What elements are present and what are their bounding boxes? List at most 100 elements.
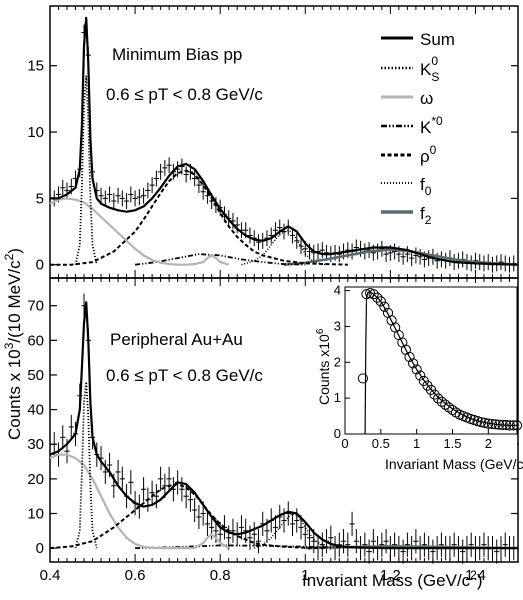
data-point (392, 532, 398, 557)
curve-kstar (134, 253, 306, 266)
data-point (166, 157, 172, 174)
data-point (196, 504, 202, 530)
inset-x-tick-label: 1 (413, 436, 420, 451)
inset-marker (411, 364, 422, 375)
inset-marker (443, 402, 455, 413)
data-point (128, 186, 134, 203)
data-point (319, 242, 325, 259)
curve-rho (49, 483, 327, 550)
legend-label-sum: Sum (420, 30, 455, 49)
inset-y-axis-label: Counts x106 (315, 328, 332, 405)
data-point (158, 466, 164, 491)
curve-f0 (241, 229, 327, 266)
data-point (192, 170, 198, 187)
inset-x-tick-label: 1.5 (443, 436, 461, 451)
data-point (281, 223, 287, 240)
inset-x-tick-label: 0.5 (372, 436, 390, 451)
inset-marker (501, 419, 512, 431)
data-point (413, 529, 419, 554)
data-point (255, 529, 262, 554)
legend-entry-sum: Sum (381, 30, 455, 49)
data-point (404, 532, 410, 557)
data-point (404, 246, 410, 263)
y-tick-label: 10 (27, 124, 44, 141)
x-tick-label: 0.4 (40, 567, 61, 584)
data-point (417, 248, 423, 265)
data-point (323, 244, 330, 261)
legend-label-f0: f0 (420, 175, 432, 198)
data-point (460, 539, 466, 564)
inset-marker (493, 419, 505, 430)
data-point (128, 470, 134, 495)
data-point (115, 187, 121, 204)
data-point (149, 480, 155, 505)
data-point (153, 484, 159, 509)
inset-marker (440, 399, 451, 410)
data-point (187, 487, 193, 512)
data-point (362, 532, 368, 557)
x-tick-label: 1.2 (380, 567, 401, 584)
x-axis-label: Invariant Mass (GeV/c2) (302, 568, 483, 590)
inset-background (331, 283, 517, 451)
data-point (421, 532, 427, 557)
inset-y-tick-label: 0 (334, 426, 341, 441)
inset-marker (379, 301, 390, 312)
inset-marker (490, 419, 501, 430)
data-point (349, 511, 355, 537)
data-point (400, 539, 406, 564)
inset-y-tick-label: 1 (334, 390, 341, 405)
data-point (115, 459, 121, 485)
data-point (340, 529, 347, 554)
top-panel-title: Minimum Bias pp (112, 45, 242, 64)
inset-marker (407, 358, 419, 369)
inset-marker (429, 389, 440, 400)
data-point (68, 414, 74, 440)
inset-marker (476, 417, 487, 428)
legend-entry-omega: ω (381, 89, 433, 108)
data-point (494, 539, 500, 564)
y-axis-label: Counts x 103/(10 MeV/c2) (2, 248, 24, 440)
y-tick-label: 40 (27, 402, 44, 419)
inset-marker (415, 370, 426, 381)
inset-marker (368, 289, 379, 300)
data-point (204, 511, 211, 537)
y-tick-label: 0 (36, 540, 44, 557)
top-fit-curves (49, 16, 519, 266)
data-point (298, 238, 304, 255)
legend-label-kstar: K*0 (420, 114, 443, 137)
data-point (106, 186, 113, 203)
inset-marker (511, 420, 523, 431)
data-point (366, 539, 372, 564)
legend-entry-f2: f2 (381, 204, 432, 227)
legend-entry-rho: ρ0 (381, 143, 437, 166)
y-tick-label: 5 (36, 190, 44, 207)
legend-entry-kstar: K*0 (381, 114, 443, 137)
curve-k0s (74, 75, 98, 265)
inset-marker (433, 393, 444, 404)
data-point (102, 190, 108, 207)
data-point (162, 159, 168, 176)
inset-frame (344, 286, 518, 435)
data-point (230, 518, 236, 543)
data-point (64, 182, 70, 199)
inset-y-tick-label: 4 (334, 283, 341, 298)
data-point (392, 243, 398, 260)
data-point (379, 240, 385, 257)
curve-f2 (283, 248, 519, 266)
x-tick-label: 0.8 (210, 567, 231, 584)
data-point (166, 466, 172, 491)
bottom-panel-pt-range: 0.6 ≤ pT < 0.8 GeV/c (106, 366, 263, 385)
bottom-x-ticks: 0.4 0.6 0.8 1 1.2 1.4 (40, 278, 519, 584)
bottom-panel-frame (49, 277, 519, 563)
data-point (196, 177, 202, 194)
y-tick-label: 50 (27, 367, 44, 384)
inset-x-tick-label: 0 (341, 436, 348, 451)
data-point (102, 459, 108, 485)
data-point (345, 532, 351, 557)
data-point (111, 193, 117, 210)
data-point (468, 532, 474, 557)
data-point (272, 515, 279, 540)
